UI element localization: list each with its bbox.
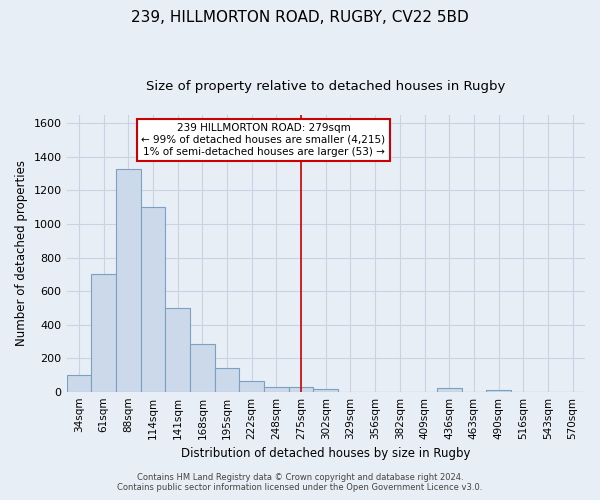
Bar	[215, 368, 239, 392]
Bar	[190, 344, 215, 392]
Bar	[437, 388, 461, 392]
X-axis label: Distribution of detached houses by size in Rugby: Distribution of detached houses by size …	[181, 447, 470, 460]
Text: Contains HM Land Registry data © Crown copyright and database right 2024.
Contai: Contains HM Land Registry data © Crown c…	[118, 473, 482, 492]
Y-axis label: Number of detached properties: Number of detached properties	[15, 160, 28, 346]
Text: 239, HILLMORTON ROAD, RUGBY, CV22 5BD: 239, HILLMORTON ROAD, RUGBY, CV22 5BD	[131, 10, 469, 25]
Bar	[165, 308, 190, 392]
Bar	[116, 168, 140, 392]
Bar	[239, 381, 264, 392]
Bar	[91, 274, 116, 392]
Bar	[67, 375, 91, 392]
Title: Size of property relative to detached houses in Rugby: Size of property relative to detached ho…	[146, 80, 505, 93]
Bar	[140, 207, 165, 392]
Bar	[264, 388, 289, 392]
Bar	[289, 388, 313, 392]
Bar	[313, 389, 338, 392]
Bar	[486, 390, 511, 392]
Text: 239 HILLMORTON ROAD: 279sqm
← 99% of detached houses are smaller (4,215)
1% of s: 239 HILLMORTON ROAD: 279sqm ← 99% of det…	[142, 124, 386, 156]
